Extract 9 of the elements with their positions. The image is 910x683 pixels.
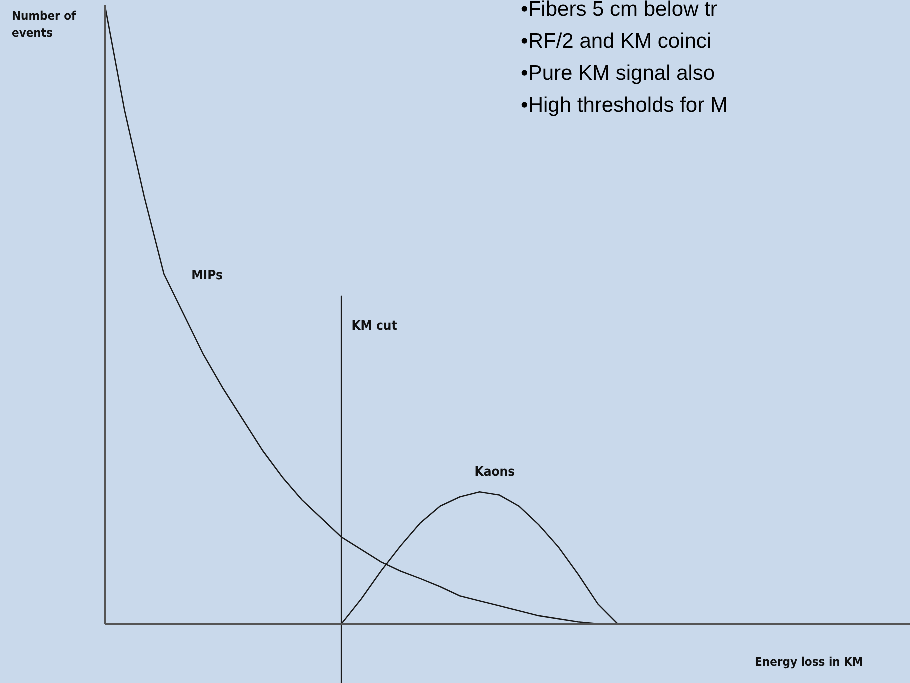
annotation: •High thresholds for M: [521, 93, 728, 119]
annotation: KM cut: [352, 319, 398, 334]
y-axis-title: Number of events: [12, 8, 76, 42]
x-axis-title: Energy loss in KM: [755, 655, 864, 669]
series-label: MIPs: [192, 268, 223, 284]
annotation: •Pure KM signal also: [521, 61, 716, 87]
annotation: •RF/2 and KM coinci: [521, 29, 713, 55]
annotation: •Fibers 5 cm below tr: [521, 0, 718, 23]
series-label: Kaons: [474, 465, 516, 480]
